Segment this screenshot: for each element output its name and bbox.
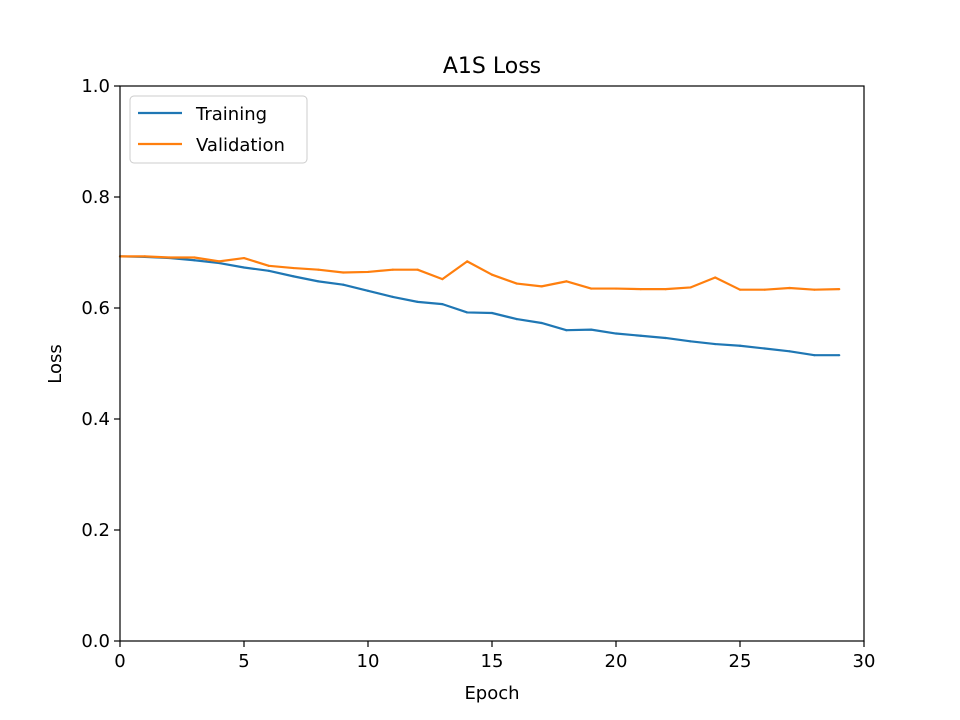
- data-point-training: [565, 329, 568, 332]
- x-tick-label: 30: [853, 651, 876, 672]
- y-tick-label: 0.6: [81, 298, 110, 319]
- data-point-training: [342, 283, 345, 286]
- y-tick-label: 0.4: [81, 409, 110, 430]
- data-point-validation: [366, 270, 370, 274]
- x-tick-label: 25: [729, 651, 752, 672]
- legend-label-training: Training: [195, 104, 267, 125]
- data-point-training: [267, 269, 270, 272]
- data-point-validation: [565, 280, 568, 283]
- data-point-training: [391, 295, 394, 298]
- data-point-training: [763, 347, 766, 350]
- data-point-training: [416, 300, 419, 303]
- data-point-validation: [466, 260, 469, 263]
- data-point-validation: [193, 256, 196, 259]
- data-point-validation: [763, 288, 766, 291]
- data-point-validation: [714, 276, 717, 279]
- data-point-validation: [738, 288, 742, 291]
- data-point-validation: [788, 286, 791, 290]
- data-point-validation: [242, 256, 246, 260]
- data-point-training: [292, 275, 295, 278]
- y-tick-label: 0.0: [81, 631, 110, 652]
- x-tick-label: 15: [481, 651, 504, 672]
- data-point-validation: [689, 286, 692, 289]
- data-point-validation: [342, 271, 345, 274]
- x-axis: 0 5 10 15 20 25 30: [114, 641, 875, 672]
- data-point-validation: [515, 282, 518, 285]
- y-axis-label: Loss: [45, 344, 66, 383]
- chart-title: A1S Loss: [443, 54, 541, 79]
- data-point-validation: [590, 287, 593, 290]
- data-point-training: [714, 342, 717, 346]
- data-point-training: [788, 350, 791, 353]
- data-point-validation: [317, 268, 320, 271]
- data-point-training: [441, 303, 444, 306]
- y-axis: 0.0 0.2 0.4 0.6 0.8 1.0: [81, 76, 120, 652]
- series-line-training: [119, 255, 840, 357]
- data-point-training: [193, 259, 196, 262]
- y-tick-label: 1.0: [81, 76, 110, 97]
- series-line-validation: [120, 255, 840, 291]
- data-point-validation: [664, 288, 667, 291]
- data-point-validation: [813, 288, 816, 291]
- data-point-validation: [540, 285, 543, 288]
- x-axis-label: Epoch: [464, 683, 519, 704]
- legend-label-validation: Validation: [196, 135, 285, 156]
- data-point-training: [590, 328, 593, 331]
- y-tick-label: 0.8: [81, 187, 110, 208]
- data-point-training: [813, 354, 816, 357]
- data-point-validation: [441, 278, 444, 281]
- plot-frame: [119, 85, 865, 642]
- data-point-training: [664, 336, 667, 340]
- data-point-validation: [614, 287, 618, 290]
- legend: Training Validation: [129, 95, 308, 164]
- data-point-training: [614, 332, 618, 335]
- data-point-training: [242, 266, 246, 269]
- y-tick-label: 0.2: [81, 520, 110, 541]
- data-point-validation: [391, 268, 394, 271]
- data-point-training: [466, 311, 469, 314]
- data-point-validation: [292, 266, 295, 270]
- data-point-training: [366, 289, 370, 292]
- plot-area: [118, 255, 841, 357]
- data-point-training: [689, 340, 692, 343]
- data-point-validation: [168, 256, 171, 259]
- data-point-training: [838, 354, 841, 357]
- data-point-validation: [143, 255, 146, 258]
- data-point-training: [738, 344, 742, 347]
- data-point-validation: [267, 264, 270, 267]
- data-point-training: [540, 321, 543, 325]
- x-tick-label: 20: [605, 651, 628, 672]
- data-point-training: [639, 334, 642, 337]
- data-point-training: [317, 280, 320, 283]
- data-point-validation: [639, 288, 642, 291]
- x-tick-label: 0: [114, 651, 125, 672]
- data-point-validation: [490, 273, 494, 276]
- data-point-validation: [838, 288, 841, 291]
- data-point-training: [515, 318, 518, 321]
- x-tick-label: 5: [238, 651, 249, 672]
- data-point-training: [218, 261, 221, 265]
- data-point-validation: [218, 260, 221, 263]
- data-point-training: [490, 311, 494, 315]
- x-tick-label: 10: [357, 651, 380, 672]
- data-point-validation: [416, 268, 419, 271]
